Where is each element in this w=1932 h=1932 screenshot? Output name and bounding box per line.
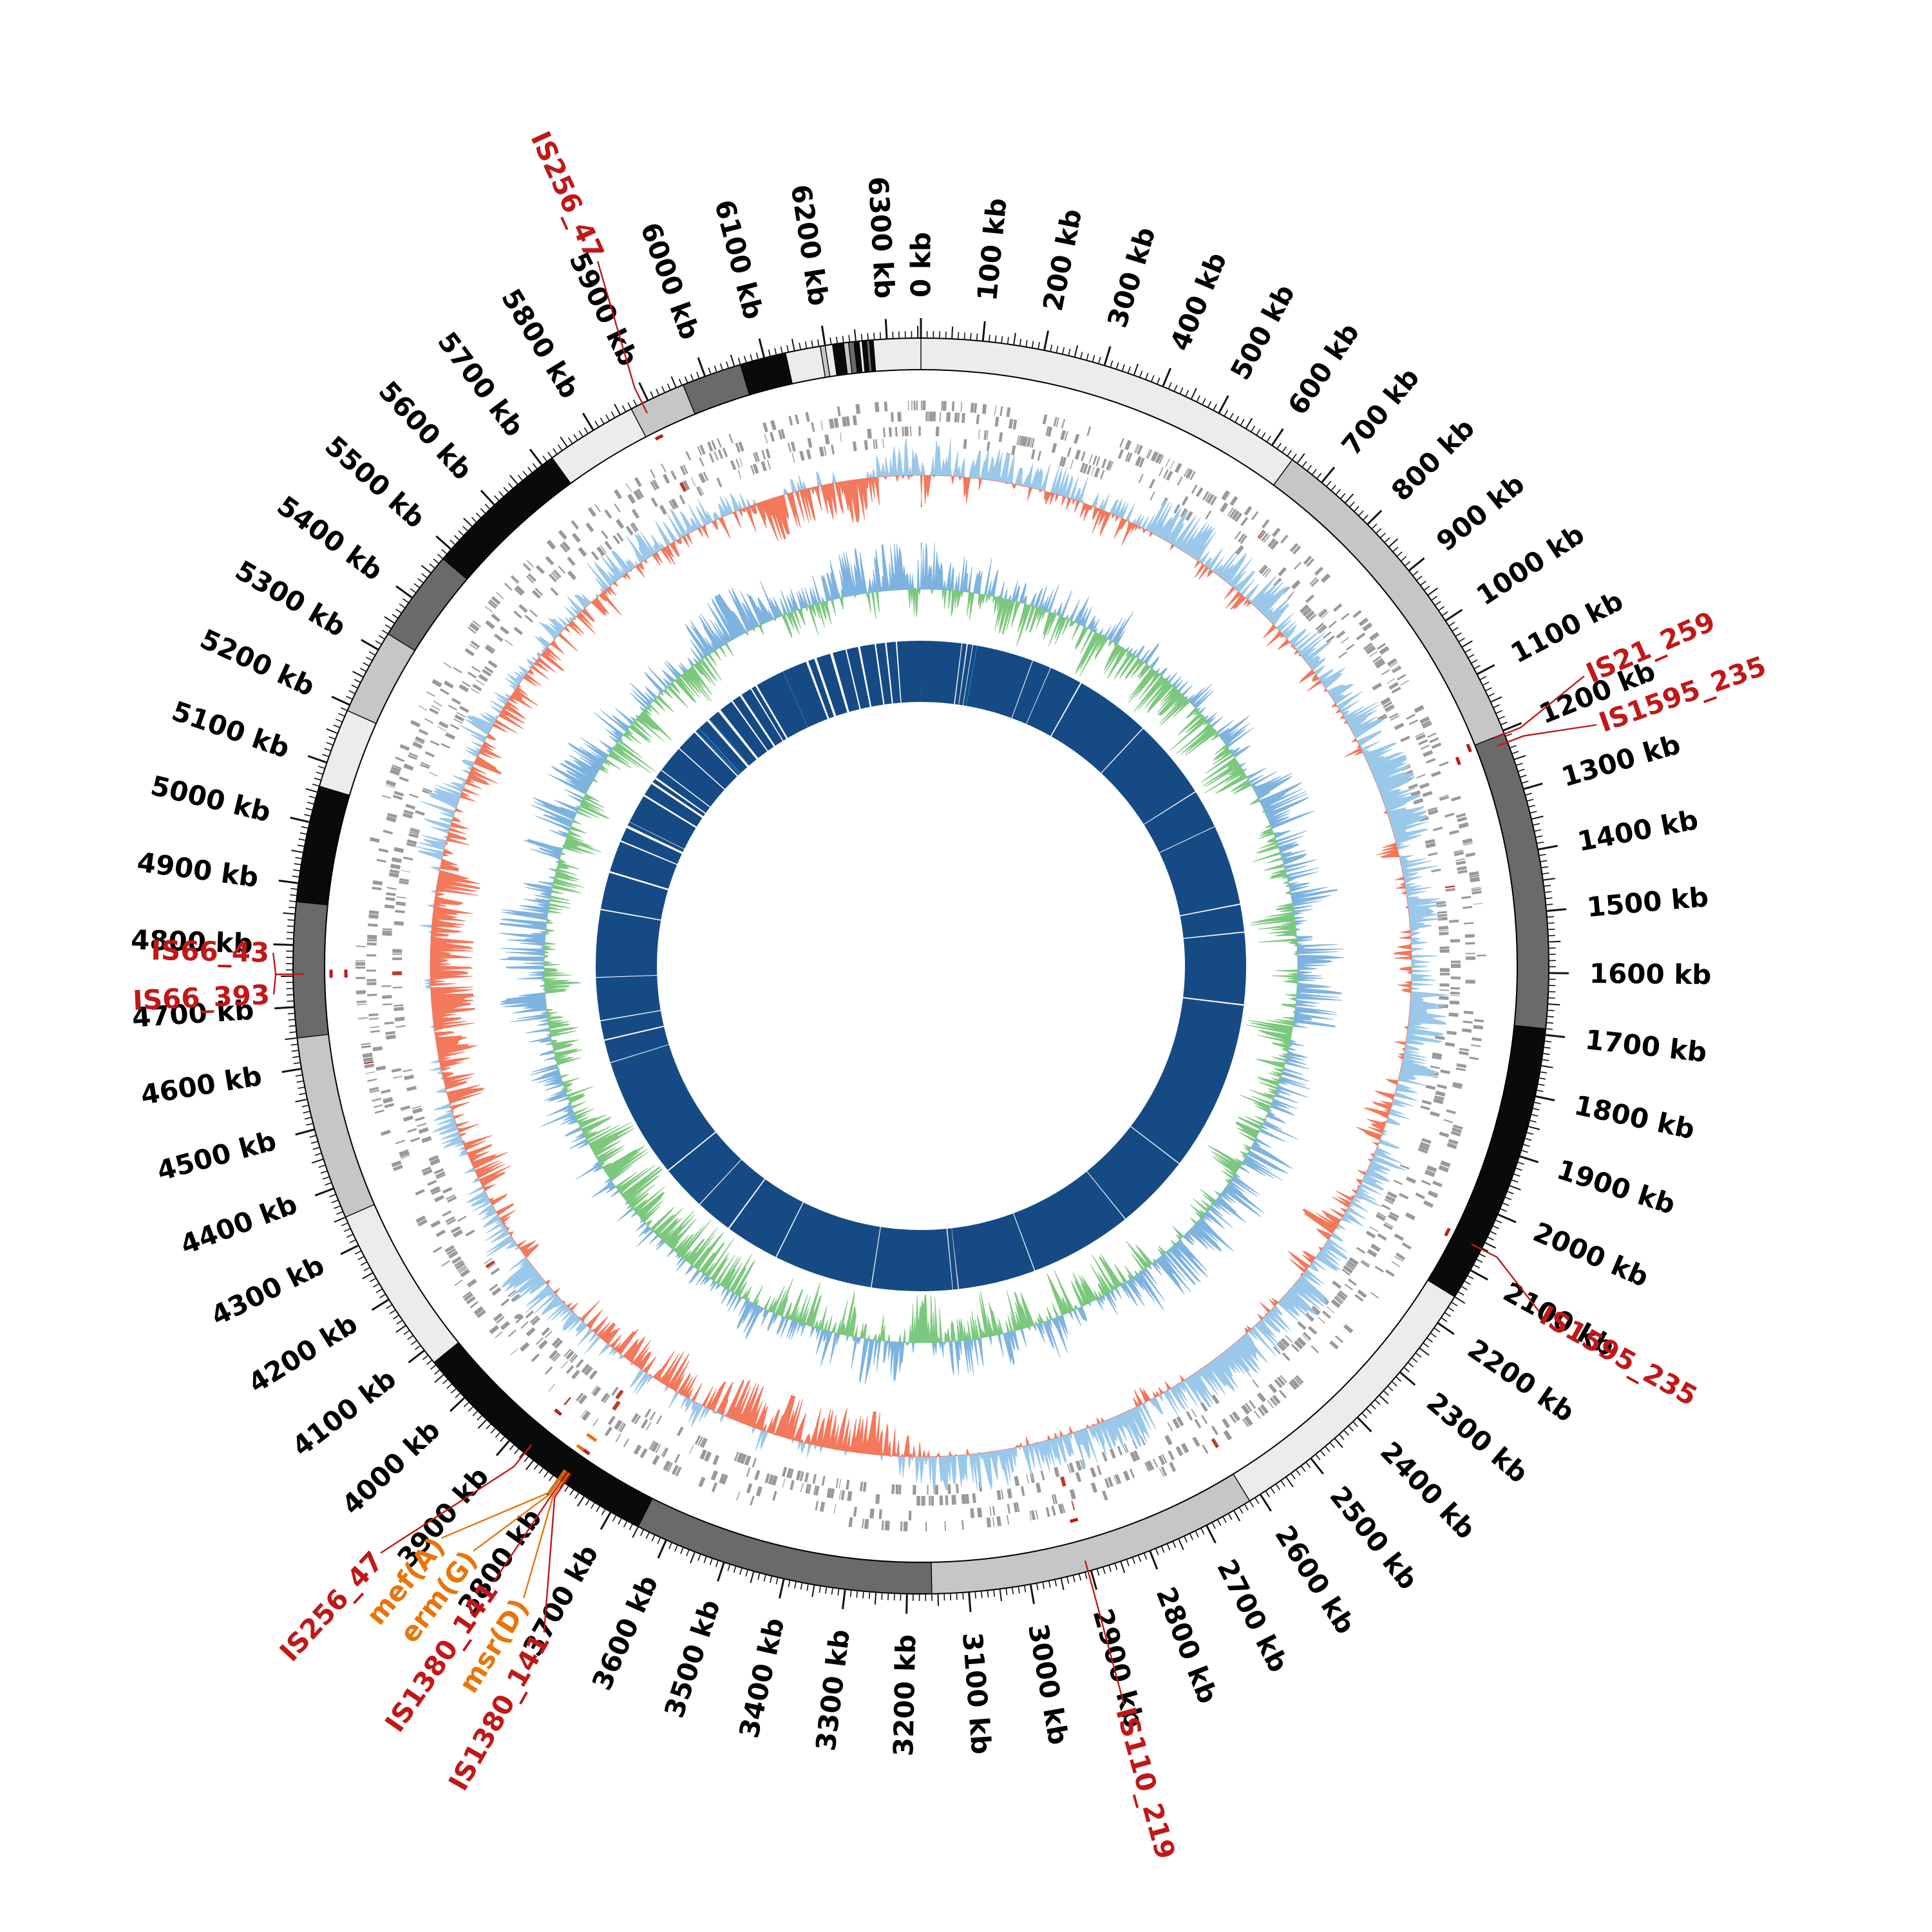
svg-text:3600 kb: 3600 kb — [586, 1571, 665, 1695]
svg-text:2300 kb: 2300 kb — [1421, 1387, 1534, 1490]
svg-text:1600 kb: 1600 kb — [1589, 958, 1712, 990]
svg-text:1000 kb: 1000 kb — [1471, 518, 1590, 612]
svg-text:5800 kb: 5800 kb — [495, 283, 586, 404]
svg-text:4800 kb: 4800 kb — [130, 924, 253, 960]
svg-text:0 kb: 0 kb — [905, 232, 937, 298]
svg-text:2400 kb: 2400 kb — [1374, 1435, 1482, 1545]
contig-ring — [292, 337, 1549, 1595]
svg-text:5600 kb: 5600 kb — [372, 375, 478, 486]
svg-text:1800 kb: 1800 kb — [1571, 1089, 1698, 1145]
svg-text:4900 kb: 4900 kb — [135, 846, 260, 894]
svg-text:4100 kb: 4100 kb — [286, 1363, 402, 1463]
svg-text:400 kb: 400 kb — [1164, 248, 1233, 355]
svg-text:IS66_43: IS66_43 — [151, 934, 270, 969]
svg-text:5500 kb: 5500 kb — [319, 430, 431, 534]
svg-text:3200 kb: 3200 kb — [887, 1634, 922, 1757]
svg-text:4200 kb: 4200 kb — [243, 1307, 363, 1399]
svg-text:4000 kb: 4000 kb — [336, 1414, 446, 1521]
svg-text:3000 kb: 3000 kb — [1022, 1622, 1074, 1747]
svg-text:5200 kb: 5200 kb — [195, 623, 319, 702]
svg-text:1900 kb: 1900 kb — [1553, 1153, 1679, 1220]
svg-text:5900 kb: 5900 kb — [563, 247, 645, 371]
svg-text:700 kb: 700 kb — [1336, 362, 1426, 462]
svg-text:3100 kb: 3100 kb — [956, 1631, 997, 1756]
svg-text:4400 kb: 4400 kb — [176, 1188, 301, 1261]
svg-text:2200 kb: 2200 kb — [1462, 1333, 1580, 1428]
svg-text:4300 kb: 4300 kb — [206, 1249, 330, 1332]
svg-text:6100 kb: 6100 kb — [708, 196, 770, 323]
svg-text:600 kb: 600 kb — [1282, 317, 1365, 421]
svg-text:5700 kb: 5700 kb — [431, 326, 530, 442]
svg-text:3400 kb: 3400 kb — [733, 1615, 790, 1741]
svg-text:2700 kb: 2700 kb — [1211, 1554, 1294, 1677]
svg-text:1700 kb: 1700 kb — [1584, 1024, 1709, 1069]
svg-text:2600 kb: 2600 kb — [1269, 1520, 1361, 1640]
svg-text:5100 kb: 5100 kb — [168, 695, 294, 764]
svg-text:5400 kb: 5400 kb — [271, 489, 388, 587]
svg-text:1400 kb: 1400 kb — [1575, 804, 1700, 857]
svg-text:IS66_393: IS66_393 — [132, 979, 270, 1016]
svg-text:IS256_47: IS256_47 — [524, 126, 610, 264]
gc-skew-track — [498, 542, 1344, 1385]
svg-text:6300 kb: 6300 kb — [862, 176, 900, 299]
svg-text:2500 kb: 2500 kb — [1323, 1480, 1424, 1595]
svg-text:2800 kb: 2800 kb — [1150, 1583, 1224, 1708]
svg-text:200 kb: 200 kb — [1037, 206, 1088, 314]
annotation-marks — [329, 434, 1472, 1523]
svg-text:5300 kb: 5300 kb — [230, 554, 351, 643]
coverage-ring — [596, 640, 1246, 1291]
svg-text:4500 kb: 4500 kb — [153, 1124, 279, 1187]
svg-text:3300 kb: 3300 kb — [810, 1627, 856, 1752]
svg-text:100 kb: 100 kb — [971, 196, 1013, 302]
svg-text:4600 kb: 4600 kb — [138, 1060, 264, 1111]
svg-text:800 kb: 800 kb — [1385, 412, 1481, 507]
svg-text:6200 kb: 6200 kb — [784, 182, 834, 308]
svg-text:5000 kb: 5000 kb — [148, 770, 274, 828]
svg-text:1500 kb: 1500 kb — [1586, 881, 1710, 923]
svg-text:900 kb: 900 kb — [1430, 468, 1530, 558]
svg-text:6000 kb: 6000 kb — [634, 218, 706, 344]
svg-text:300 kb: 300 kb — [1101, 223, 1162, 332]
svg-text:3500 kb: 3500 kb — [658, 1596, 726, 1721]
svg-text:1300 kb: 1300 kb — [1558, 728, 1684, 793]
svg-text:IS110_219: IS110_219 — [1110, 1704, 1181, 1863]
gc-deviation-track — [415, 438, 1448, 1494]
ruler-ticks — [273, 318, 1569, 1614]
svg-text:500 kb: 500 kb — [1224, 279, 1301, 385]
svg-text:2000 kb: 2000 kb — [1529, 1216, 1653, 1293]
gene-tracks — [355, 400, 1486, 1532]
